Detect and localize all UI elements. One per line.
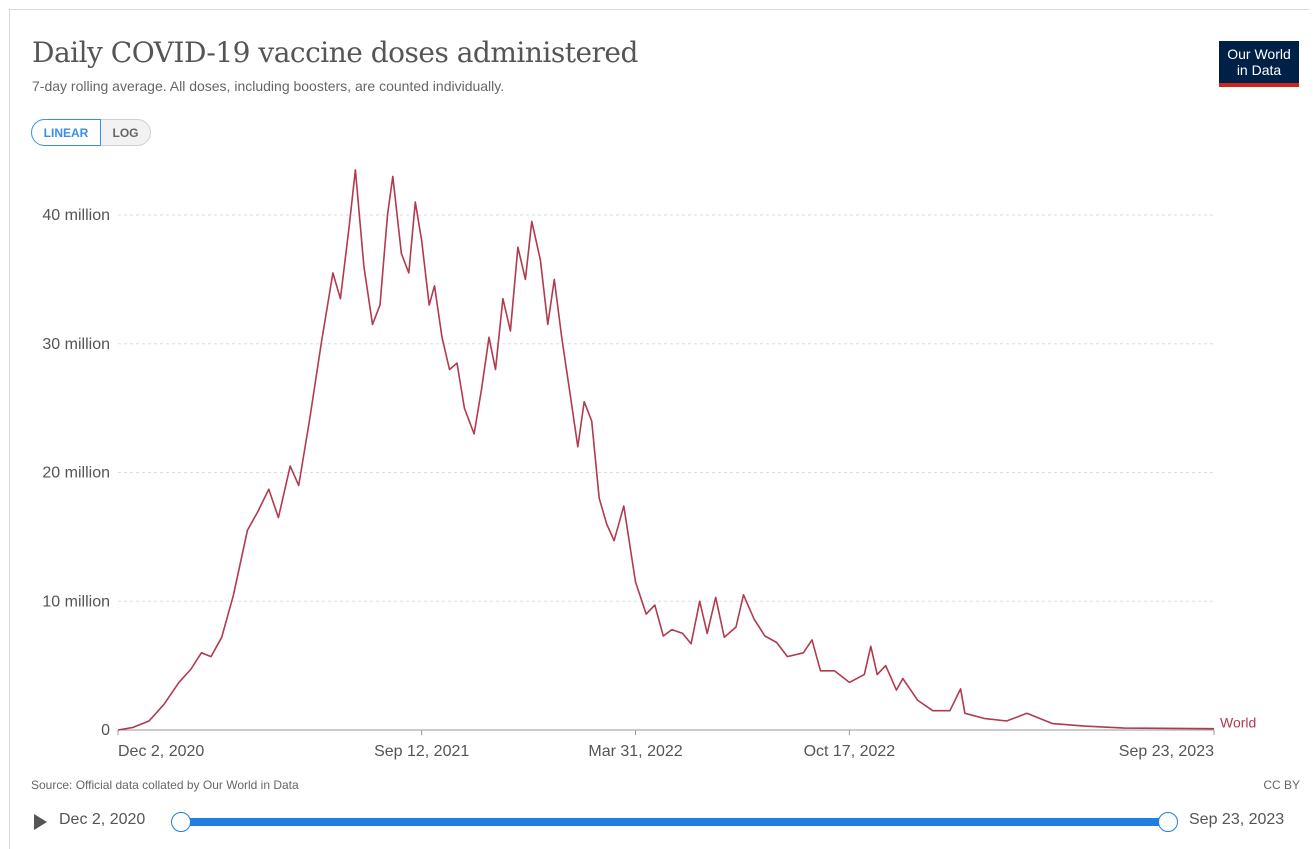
chart-title: Daily COVID-19 vaccine doses administere… xyxy=(32,36,638,69)
logo-line-1: Our World xyxy=(1227,46,1291,62)
play-icon[interactable] xyxy=(34,814,47,830)
owid-logo[interactable]: Our World in Data xyxy=(1219,41,1299,87)
y-tick-label: 30 million xyxy=(42,336,110,353)
timeline-end-handle[interactable] xyxy=(1158,812,1178,832)
source-note[interactable]: Source: Official data collated by Our Wo… xyxy=(31,778,299,792)
x-tick-label: Oct 17, 2022 xyxy=(804,743,896,760)
x-tick-label: Sep 12, 2021 xyxy=(374,743,469,760)
timeline-start-handle[interactable] xyxy=(171,812,191,832)
y-axis-labels: 0 10 million 20 million 30 million 40 millio… xyxy=(42,207,110,739)
series-layer: World xyxy=(117,169,1256,731)
y-tick-label: 40 million xyxy=(42,207,110,224)
chart-subtitle: 7-day rolling average. All doses, includ… xyxy=(32,78,505,94)
grid-lines xyxy=(118,214,1214,602)
series-label: World xyxy=(1220,715,1256,731)
linear-scale-button[interactable]: LINEAR xyxy=(31,119,101,146)
y-tick-label: 10 million xyxy=(42,593,110,610)
timeline-end-label: Sep 23, 2023 xyxy=(1189,811,1285,828)
log-scale-button[interactable]: LOG xyxy=(101,119,151,146)
line-chart[interactable]: 0 10 million 20 million 30 million 40 millio… xyxy=(0,0,1313,790)
x-tick-label: Sep 23, 2023 xyxy=(1119,743,1214,760)
x-tick-label: Mar 31, 2022 xyxy=(588,743,682,760)
license-link[interactable]: CC BY xyxy=(1263,778,1300,792)
chart-frame xyxy=(9,9,1309,849)
scale-toggle: LINEAR LOG xyxy=(31,119,151,146)
y-tick-label: 20 million xyxy=(42,465,110,482)
timeline: Dec 2, 2020 Sep 23, 2023 xyxy=(0,805,1313,837)
x-axis: Dec 2, 2020 Sep 12, 2021 Mar 31, 2022 Oct 1… xyxy=(117,729,1215,760)
y-tick-label: 0 xyxy=(101,722,110,739)
x-tick-label: Dec 2, 2020 xyxy=(118,743,204,760)
timeline-track[interactable] xyxy=(180,818,1168,826)
series-line-world xyxy=(117,169,1215,731)
timeline-start-label: Dec 2, 2020 xyxy=(59,811,146,828)
logo-line-2: in Data xyxy=(1236,62,1282,78)
